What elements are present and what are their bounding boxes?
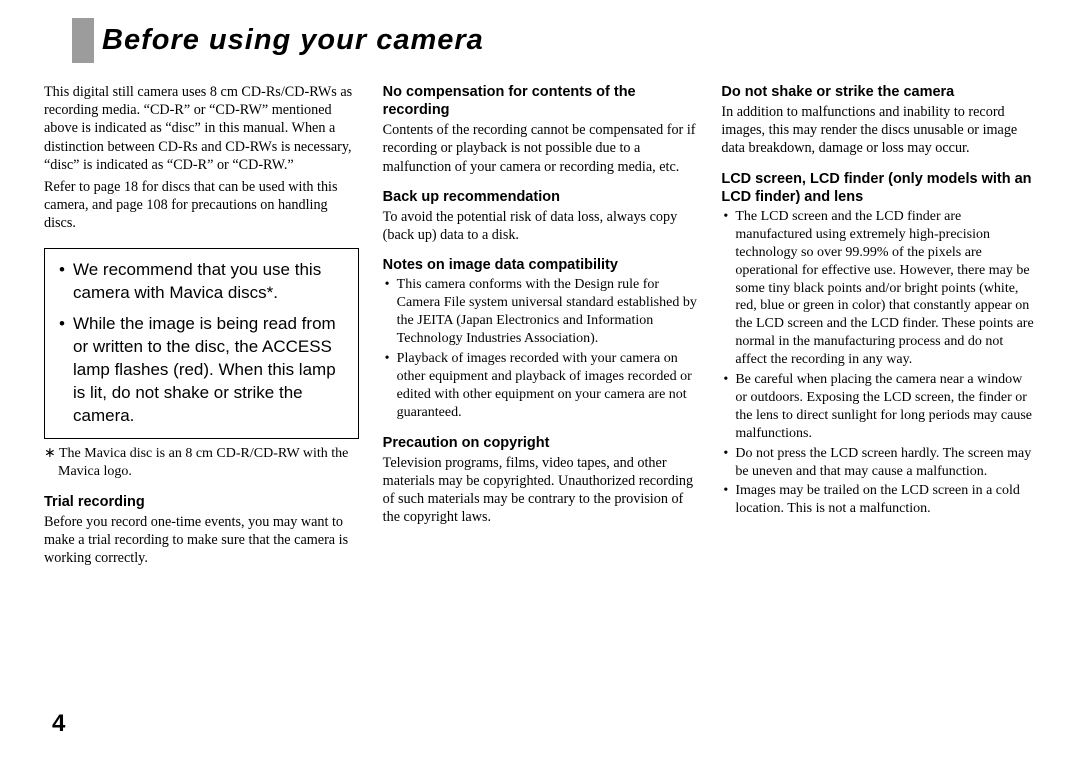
body-backup: To avoid the potential risk of data loss… — [383, 208, 698, 244]
box-item: We recommend that you use this camera wi… — [59, 259, 346, 305]
body-do-not-shake: In addition to malfunctions and inabilit… — [721, 103, 1036, 158]
list-item: Do not press the LCD screen hardly. The … — [721, 445, 1036, 481]
heading-backup: Back up recommendation — [383, 188, 698, 206]
content-columns: This digital still camera uses 8 cm CD-R… — [44, 83, 1036, 571]
list-lcd: The LCD screen and the LCD finder are ma… — [721, 208, 1036, 518]
heading-copyright: Precaution on copyright — [383, 434, 698, 452]
manual-page: Before using your camera This digital st… — [0, 0, 1080, 760]
recommendation-box: We recommend that you use this camera wi… — [44, 248, 359, 439]
intro-paragraph-1: This digital still camera uses 8 cm CD-R… — [44, 83, 359, 174]
list-compatibility: This camera conforms with the Design rul… — [383, 276, 698, 421]
heading-no-compensation: No compensation for contents of the reco… — [383, 83, 698, 119]
list-item: This camera conforms with the Design rul… — [383, 276, 698, 348]
body-no-compensation: Contents of the recording cannot be comp… — [383, 121, 698, 176]
list-item: Images may be trailed on the LCD screen … — [721, 482, 1036, 518]
column-3: Do not shake or strike the camera In add… — [721, 83, 1036, 571]
list-item: Be careful when placing the camera near … — [721, 371, 1036, 443]
list-item: The LCD screen and the LCD finder are ma… — [721, 208, 1036, 369]
heading-compatibility: Notes on image data compatibility — [383, 256, 698, 274]
heading-trial-recording: Trial recording — [44, 493, 359, 511]
heading-lcd: LCD screen, LCD finder (only models with… — [721, 170, 1036, 206]
title-block: Before using your camera — [72, 18, 1036, 63]
intro-paragraph-2: Refer to page 18 for discs that can be u… — [44, 178, 359, 233]
column-2: No compensation for contents of the reco… — [383, 83, 698, 571]
list-item: Playback of images recorded with your ca… — [383, 350, 698, 422]
box-item: While the image is being read from or wr… — [59, 313, 346, 428]
body-copyright: Television programs, films, video tapes,… — [383, 454, 698, 527]
heading-do-not-shake: Do not shake or strike the camera — [721, 83, 1036, 101]
page-number: 4 — [52, 710, 65, 738]
mavica-footnote: ∗ The Mavica disc is an 8 cm CD-R/CD-RW … — [44, 445, 359, 481]
title-accent-bar — [72, 18, 94, 63]
body-trial-recording: Before you record one-time events, you m… — [44, 513, 359, 568]
column-1: This digital still camera uses 8 cm CD-R… — [44, 83, 359, 571]
page-title: Before using your camera — [102, 18, 484, 63]
